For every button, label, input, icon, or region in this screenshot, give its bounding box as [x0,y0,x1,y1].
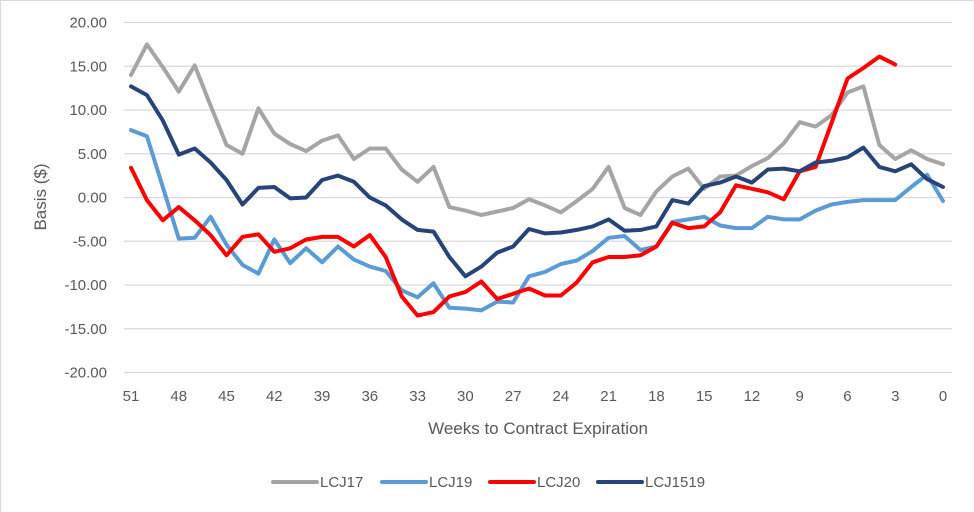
legend-item-lcj17: LCJ17 [271,474,363,491]
x-tick-label: 36 [361,388,378,405]
x-tick-label: 15 [696,388,713,405]
y-tick-label: 10.00 [69,102,107,119]
x-tick-label: 0 [939,388,947,405]
y-axis-title: Basis ($) [31,163,50,230]
series-line-lcj20 [129,54,898,318]
x-tick-label: 51 [123,388,140,405]
x-tick-label: 18 [648,388,665,405]
legend-label: LCJ20 [537,474,580,491]
series-line-lcj17 [129,42,945,217]
legend: LCJ17 LCJ19 LCJ20 LCJ1519 [271,474,705,491]
legend-item-lcj1519: LCJ1519 [596,474,705,491]
x-tick-label: 9 [796,388,804,405]
legend-label: LCJ17 [320,474,363,491]
y-tick-label: 0.00 [78,190,107,207]
x-tick-label: 45 [218,388,235,405]
x-tick-label: 39 [314,388,331,405]
legend-label: LCJ19 [429,474,472,491]
x-tick-label: 30 [457,388,474,405]
y-axis-ticks: 20.00 15.00 10.00 5.00 0.00 -5.00 -10.00 -15.00… [64,15,107,382]
x-axis-title: Weeks to Contract Expiration [428,419,648,438]
legend-item-lcj20: LCJ20 [488,474,580,491]
x-tick-label: 21 [600,388,617,405]
x-axis-ticks: 51 48 45 42 39 36 33 30 27 24 21 18 15 12 9 6 3 0 [123,388,948,405]
y-tick-label: -10.00 [64,277,107,294]
series-line-lcj1519 [129,84,945,279]
y-tick-label: 5.00 [78,146,107,163]
y-tick-label: -20.00 [64,365,107,382]
x-tick-label: 6 [843,388,851,405]
series-line-lcj19 [129,128,945,313]
series-lines [129,42,945,318]
y-tick-label: 20.00 [69,15,107,32]
legend-item-lcj19: LCJ19 [380,474,472,491]
x-tick-label: 12 [744,388,761,405]
x-tick-label: 24 [553,388,570,405]
y-tick-label: -5.00 [73,233,107,250]
x-tick-label: 48 [170,388,187,405]
x-tick-label: 3 [891,388,899,405]
y-tick-label: 15.00 [69,58,107,75]
y-tick-label: -15.00 [64,321,107,338]
x-tick-label: 27 [505,388,522,405]
gridlines [124,21,952,374]
x-tick-label: 33 [409,388,426,405]
legend-label: LCJ1519 [645,474,705,491]
x-tick-label: 42 [266,388,283,405]
